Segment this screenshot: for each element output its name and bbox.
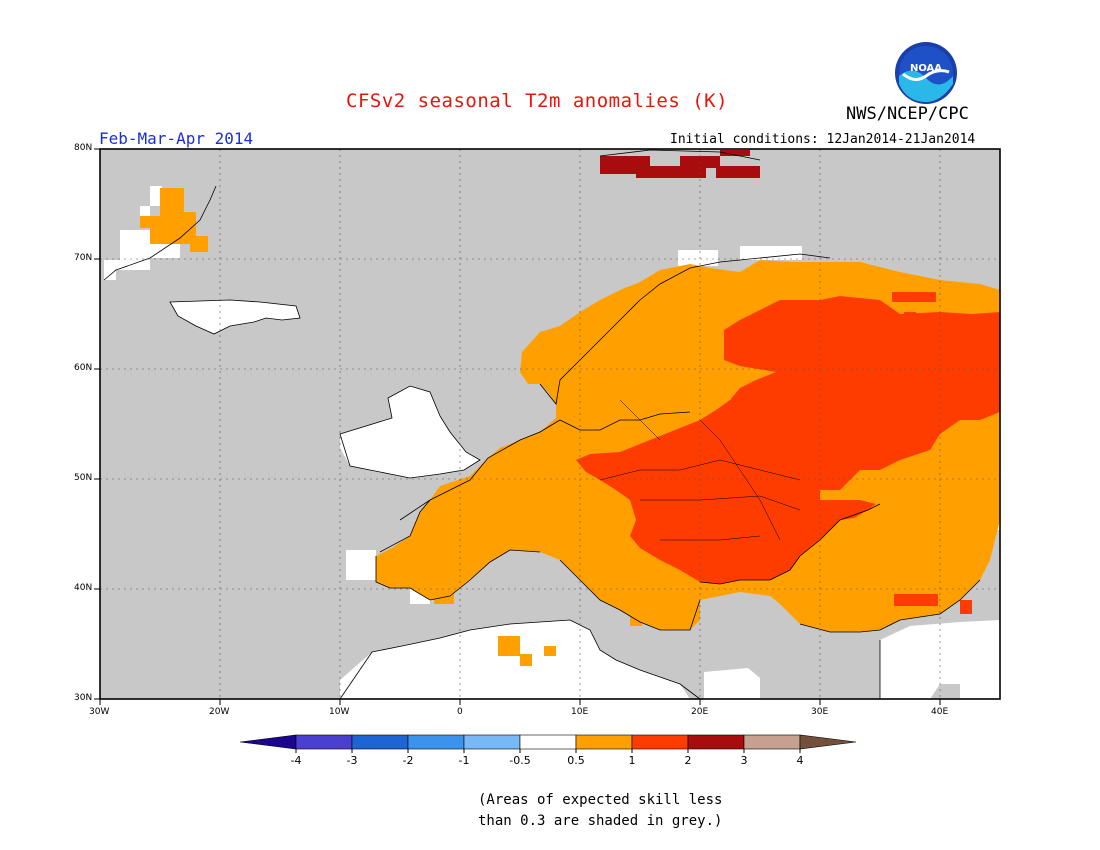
- chart-title: CFSv2 seasonal T2m anomalies (K): [346, 90, 729, 112]
- lon-label-0: 0: [457, 707, 463, 717]
- lon-label-30W: 30W: [89, 707, 110, 717]
- legend-swatch: [631, 734, 689, 750]
- lat-label-30N: 30N: [74, 693, 93, 703]
- legend-tick-label: -1: [459, 754, 470, 767]
- legend-swatch: [687, 734, 745, 750]
- legend-tick-label: -2: [403, 754, 414, 767]
- graticule: [100, 149, 1000, 699]
- lon-label-20W: 20W: [209, 707, 230, 717]
- anomaly-1-2-regions: [576, 292, 1000, 614]
- legend-tick-label: 1: [629, 754, 636, 767]
- map-frame: [99, 148, 1001, 700]
- initial-conditions: Initial conditions: 12Jan2014-21Jan2014: [670, 132, 976, 147]
- legend-swatch: [407, 734, 465, 750]
- noaa-logo-text: NOAA: [910, 63, 942, 74]
- legend-tick-label: 4: [797, 754, 804, 767]
- legend-swatch: [519, 734, 577, 750]
- legend-swatch: [575, 734, 633, 750]
- season-label: Feb-Mar-Apr 2014: [99, 129, 254, 148]
- legend-arrow-low: [239, 734, 297, 750]
- legend-tick-label: 0.5: [567, 754, 585, 767]
- lat-label-40N: 40N: [74, 583, 93, 593]
- legend-swatch: [743, 734, 801, 750]
- legend-swatch: [295, 734, 353, 750]
- noaa-logo: NOAA: [895, 42, 957, 104]
- skill-note-line2: than 0.3 are shaded in grey.): [478, 813, 723, 829]
- lon-label-10W: 10W: [329, 707, 350, 717]
- legend-swatch: [351, 734, 409, 750]
- lat-label-80N: 80N: [74, 143, 93, 153]
- legend-tick-label: -3: [347, 754, 358, 767]
- legend-arrow-high: [799, 734, 857, 750]
- legend-tick-label: -4: [291, 754, 302, 767]
- agency-label: NWS/NCEP/CPC: [846, 104, 969, 124]
- country-borders: [599, 399, 801, 541]
- legend-tick-label: -0.5: [509, 754, 530, 767]
- legend-swatch: [463, 734, 521, 750]
- lat-label-70N: 70N: [74, 253, 93, 263]
- anomaly-2-3-regions: [600, 150, 760, 178]
- lon-label-10E: 10E: [571, 707, 589, 717]
- lon-label-30E: 30E: [811, 707, 829, 717]
- legend-tick-label: 3: [741, 754, 748, 767]
- lon-label-20E: 20E: [691, 707, 709, 717]
- lon-label-40E: 40E: [931, 707, 949, 717]
- lat-label-50N: 50N: [74, 473, 93, 483]
- legend-tick-label: 2: [685, 754, 692, 767]
- skill-note-line1: (Areas of expected skill less: [478, 792, 723, 808]
- lat-label-60N: 60N: [74, 363, 93, 373]
